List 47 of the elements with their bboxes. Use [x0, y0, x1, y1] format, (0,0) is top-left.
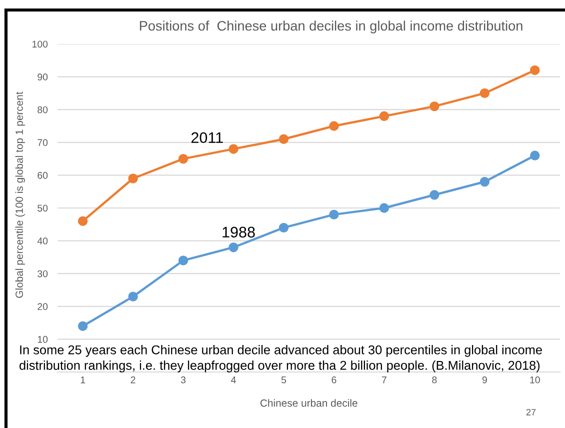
- point: [278, 134, 289, 144]
- x-tick-label: 2: [130, 376, 136, 384]
- point: [228, 144, 238, 154]
- x-tick-label: 4: [231, 376, 236, 384]
- point: [128, 174, 138, 184]
- y-tick-label: 30: [38, 270, 48, 278]
- x-tick-label: 8: [432, 376, 437, 384]
- point: [530, 150, 540, 160]
- x-tick-label: 10: [530, 376, 540, 384]
- point: [379, 111, 390, 122]
- y-tick-label: 50: [38, 204, 48, 212]
- y-tick-label: 40: [37, 238, 48, 244]
- point: [178, 256, 188, 266]
- y-tick-label: 90: [38, 74, 48, 80]
- x-tick-label: 6: [332, 376, 336, 384]
- point: [480, 176, 490, 187]
- y-axis-title: Global percentile (100 is global top 1 percent: [15, 92, 25, 298]
- point: [530, 65, 540, 76]
- point: [228, 242, 238, 252]
- point: [430, 101, 440, 112]
- point: [379, 203, 390, 213]
- y-tick-label: 100: [32, 40, 48, 48]
- point: [329, 210, 339, 220]
- series-label: 2011: [191, 132, 223, 144]
- text: 27: [526, 409, 536, 416]
- y-tick-label: 70: [38, 139, 48, 146]
- chart-title: Positions of Chinese urban deciles in global income distribution: [140, 20, 522, 34]
- x-tick-label: 5: [281, 376, 286, 384]
- point: [480, 88, 490, 98]
- point: [329, 121, 339, 131]
- y-tick-label: 80: [38, 106, 48, 114]
- point: [78, 321, 88, 331]
- x-tick-label: 9: [482, 376, 487, 384]
- series-label: 1988: [222, 226, 255, 238]
- x-tick-label: 7: [382, 376, 386, 384]
- point: [278, 222, 289, 233]
- annotation: In some 25 years each Chinese urban decile advanced about 30 percentiles in global income distribution rankings, i.e. they leapfrogged over more tha 2 billion people. (B.Milanovic, 2018): [20, 345, 542, 372]
- y-tick-label: 20: [38, 303, 48, 310]
- x-axis-title: Chinese urban decile: [260, 399, 358, 407]
- y-tick-label: 60: [38, 172, 48, 179]
- point: [178, 154, 188, 164]
- x-tick-label: 3: [180, 376, 186, 384]
- x-tick-label: 1: [80, 376, 86, 384]
- y-tick-label: 10: [38, 336, 48, 343]
- point: [78, 216, 88, 226]
- point: [430, 190, 440, 200]
- point: [128, 292, 138, 302]
